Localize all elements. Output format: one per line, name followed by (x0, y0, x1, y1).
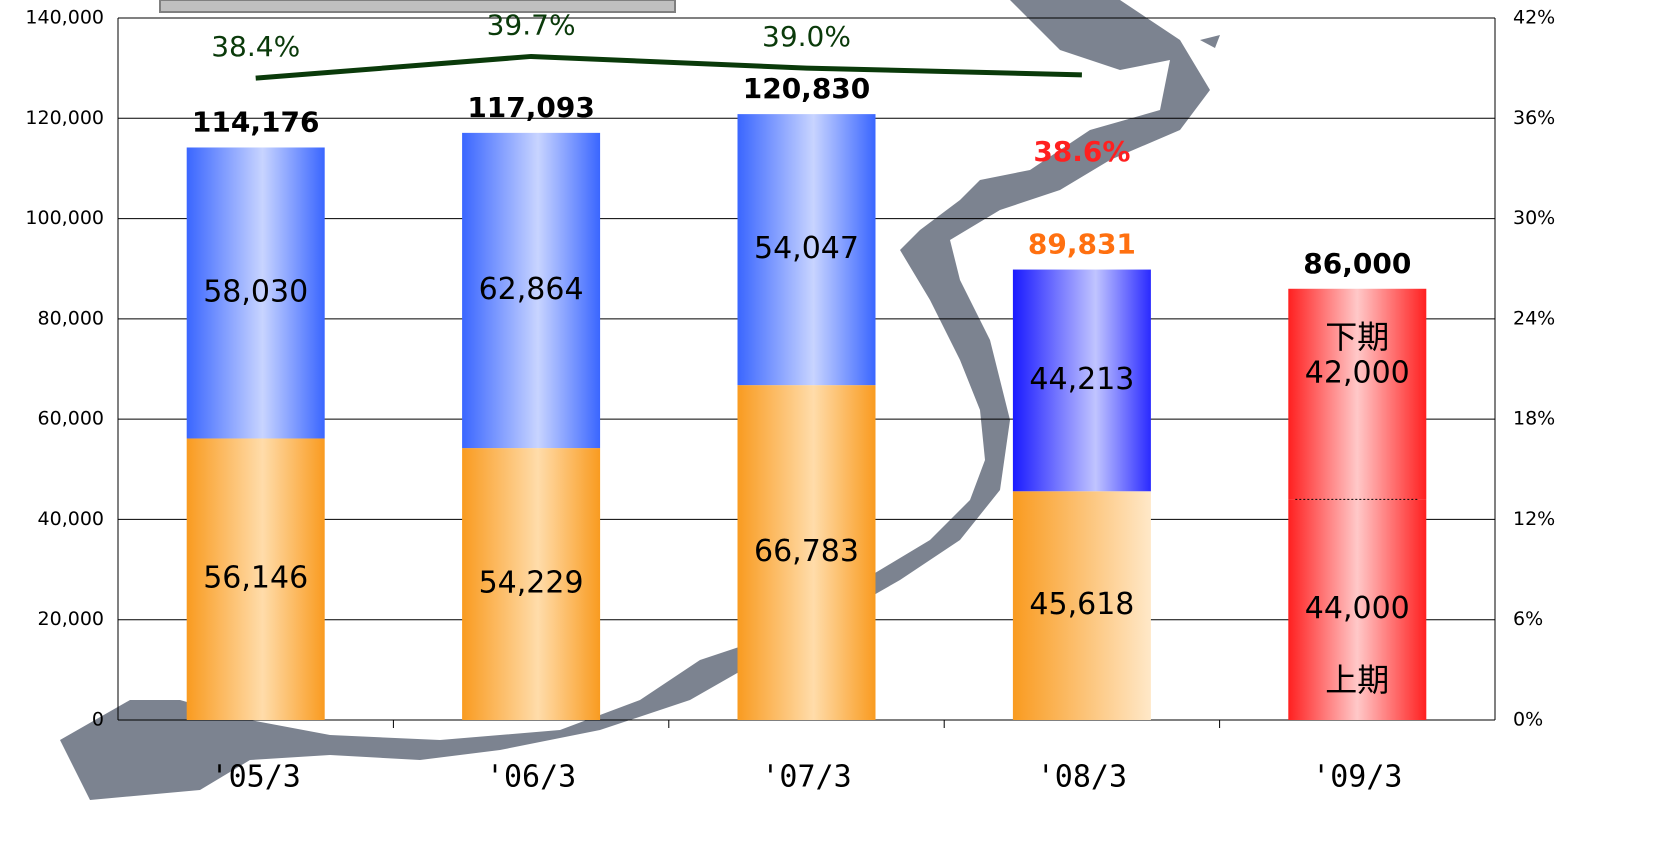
ratio-label: 38.4% (211, 30, 300, 63)
y-tick-label: 0 (92, 709, 104, 731)
bar-segment (186, 438, 325, 720)
segment-label: 44,213 (1029, 362, 1134, 397)
segment-label: 54,047 (754, 231, 859, 266)
bar-segment (737, 385, 876, 720)
segment-label: 66,783 (754, 534, 859, 569)
segment-label: 42,000 (1305, 356, 1410, 391)
x-tick-label: '07/3 (761, 760, 851, 795)
bar-segment (1012, 491, 1151, 720)
bar-segment (462, 132, 601, 449)
total-label: 86,000 (1303, 247, 1411, 280)
bar-segment (462, 448, 601, 720)
x-tick-label: '09/3 (1312, 760, 1402, 795)
y2-tick-label: 18% (1513, 408, 1555, 430)
y-tick-label: 60,000 (38, 408, 104, 430)
total-label: 114,176 (192, 105, 320, 138)
ratio-label: 39.7% (487, 8, 576, 41)
y2-tick-label: 30% (1513, 207, 1555, 229)
y-tick-label: 140,000 (25, 7, 104, 29)
ratio-line (255, 53, 1082, 81)
y-tick-label: 40,000 (38, 508, 104, 530)
bar-segment (1288, 499, 1427, 720)
segment-label: 56,146 (203, 561, 308, 596)
segment-label: 58,030 (203, 274, 308, 309)
y2-tick-label: 42% (1513, 7, 1555, 29)
total-label: 89,831 (1028, 228, 1136, 261)
y-tick-label: 20,000 (38, 608, 104, 630)
y2-tick-label: 12% (1513, 508, 1555, 530)
ratio-label: 38.6% (1033, 135, 1130, 168)
series-name: 上期 (1325, 661, 1389, 699)
y2-tick-label: 36% (1513, 107, 1555, 129)
bar-segment (186, 147, 325, 439)
bar-segment (737, 114, 876, 386)
x-tick-label: '06/3 (486, 760, 576, 795)
y-tick-label: 120,000 (25, 107, 104, 129)
segment-label: 62,864 (479, 272, 584, 307)
y-tick-label: 80,000 (38, 307, 104, 329)
bar-segment (1012, 269, 1151, 492)
total-label: 117,093 (467, 91, 595, 124)
y-tick-label: 100,000 (25, 207, 104, 229)
ratio-label: 39.0% (762, 20, 851, 53)
x-tick-label: '08/3 (1037, 760, 1127, 795)
bar-segment (1288, 288, 1427, 500)
series-name: 下期 (1325, 318, 1389, 356)
total-label: 120,830 (743, 72, 871, 105)
y2-tick-label: 0% (1513, 709, 1543, 731)
segment-label: 45,618 (1029, 587, 1134, 622)
x-tick-label: '05/3 (211, 760, 301, 795)
y2-tick-label: 6% (1513, 608, 1543, 630)
y2-tick-label: 24% (1513, 307, 1555, 329)
segment-label: 44,000 (1305, 591, 1410, 626)
segment-label: 54,229 (479, 566, 584, 601)
legend-box (159, 0, 676, 13)
